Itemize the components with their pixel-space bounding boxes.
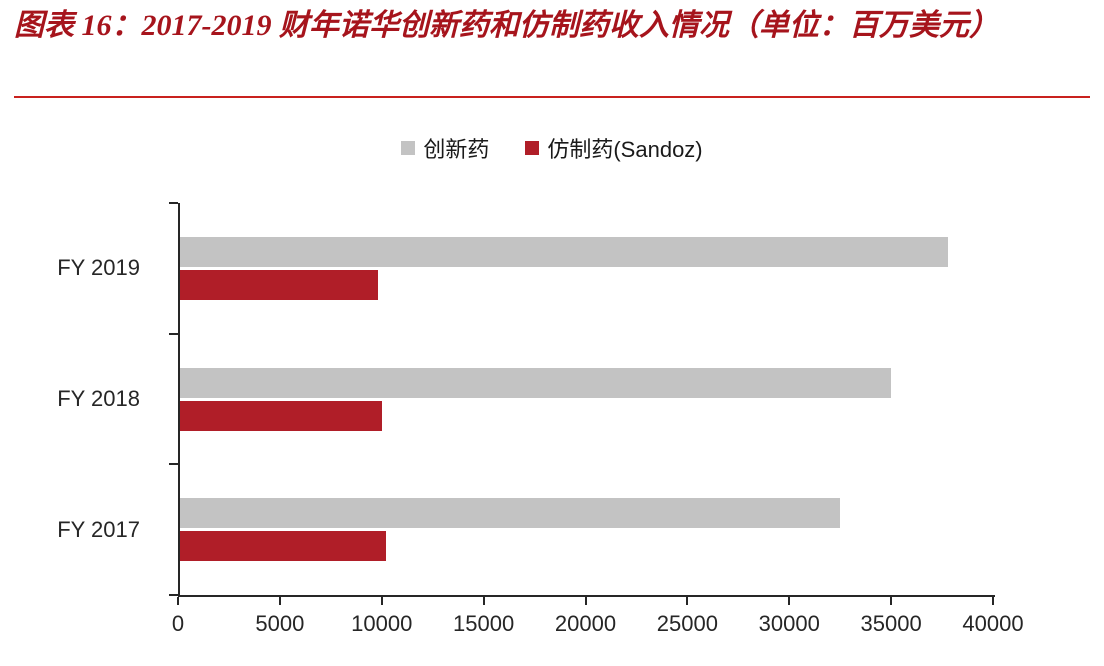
x-tick-label-20000: 20000 — [554, 611, 617, 636]
legend-label-sandoz: 仿制药(Sandoz) — [547, 137, 703, 162]
x-tick-label-5000: 5000 — [255, 611, 305, 636]
bar-innovative-fy2019 — [180, 236, 949, 267]
y-axis-tick — [169, 202, 178, 204]
y-axis-tick — [169, 463, 178, 466]
category-label-fy2019: FY 2019 — [57, 255, 140, 281]
x-axis-tick-25000 — [686, 597, 689, 605]
x-tick-label-25000: 25000 — [656, 611, 718, 636]
bar-sandoz-fy2017 — [180, 531, 386, 562]
bar-sandoz-fy2018 — [180, 400, 382, 431]
x-tick-label-0: 0 — [171, 611, 185, 636]
plot-area — [178, 203, 995, 597]
x-tick-label-10000: 10000 — [351, 611, 413, 636]
category-label-fy2017: FY 2017 — [57, 516, 140, 542]
x-tick-label-30000: 30000 — [758, 611, 820, 636]
legend-swatch-sandoz-icon — [525, 141, 540, 155]
chart-legend: 创新药 仿制药(Sandoz) — [0, 132, 1104, 164]
y-axis-tick — [169, 594, 178, 596]
legend-label-innovative: 创新药 — [423, 137, 490, 162]
x-axis-tick-35000 — [890, 597, 893, 605]
x-axis-tick-10000 — [380, 597, 383, 605]
x-tick-label-35000: 35000 — [860, 611, 922, 636]
legend-item-sandoz: 仿制药(Sandoz) — [525, 132, 703, 164]
figure-title: 图表 16：2017-2019 财年诺华创新药和仿制药收入情况（单位：百万美元） — [14, 9, 999, 42]
legend-swatch-innovative-icon — [401, 141, 416, 155]
x-axis-tick-40000 — [992, 597, 994, 605]
x-axis-tick-15000 — [482, 597, 485, 605]
bar-innovative-fy2018 — [180, 367, 892, 398]
bar-sandoz-fy2019 — [180, 269, 378, 300]
legend-item-innovative: 创新药 — [401, 132, 489, 164]
x-axis-tick-20000 — [584, 597, 587, 605]
y-axis-tick — [169, 332, 178, 335]
category-label-fy2018: FY 2018 — [57, 386, 140, 411]
x-axis-tick-5000 — [278, 597, 281, 605]
x-tick-label-40000: 40000 — [962, 611, 1024, 636]
bar-innovative-fy2017 — [180, 498, 841, 529]
title-divider — [14, 96, 1090, 98]
x-tick-label-15000: 15000 — [453, 611, 515, 636]
x-axis-tick-0 — [177, 597, 179, 605]
x-axis-tick-30000 — [788, 597, 791, 605]
